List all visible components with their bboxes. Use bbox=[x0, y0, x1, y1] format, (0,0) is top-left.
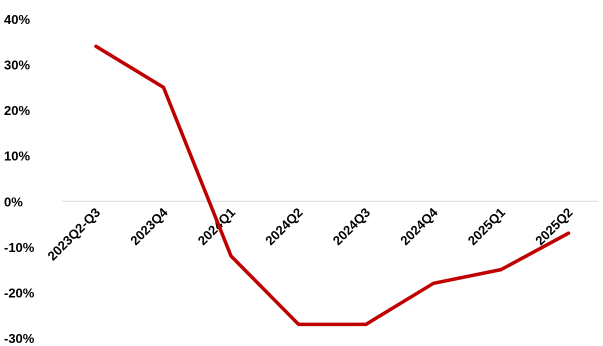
y-tick-label: -20% bbox=[4, 285, 35, 300]
x-tick-label: 2024Q3 bbox=[330, 205, 373, 248]
y-tick-label: 20% bbox=[4, 103, 30, 118]
x-tick-label: 2023Q2-Q3 bbox=[44, 205, 103, 264]
y-tick-label: 0% bbox=[4, 194, 23, 209]
series-line bbox=[94, 44, 571, 327]
y-tick-label: 40% bbox=[4, 12, 30, 27]
x-tick-label: 2025Q1 bbox=[465, 205, 508, 248]
y-tick-label: 10% bbox=[4, 149, 30, 164]
x-axis-ticks: 2023Q2-Q3 2023Q4 2024Q1 2024Q2 2024Q3 2024Q4 2… bbox=[44, 204, 575, 263]
x-tick-label: 2024Q2 bbox=[262, 205, 305, 248]
y-tick-label: -30% bbox=[4, 331, 35, 346]
x-tick-label: 2023Q4 bbox=[127, 204, 171, 248]
y-axis-ticks: 40% 30% 20% 10% 0% -10% -20% -30% bbox=[4, 12, 35, 346]
x-tick-label: 2024Q1 bbox=[195, 205, 238, 248]
y-tick-label: 30% bbox=[4, 58, 30, 73]
y-tick-label: -10% bbox=[4, 240, 35, 255]
series-group bbox=[94, 44, 571, 327]
x-tick-label: 2024Q4 bbox=[397, 204, 441, 248]
